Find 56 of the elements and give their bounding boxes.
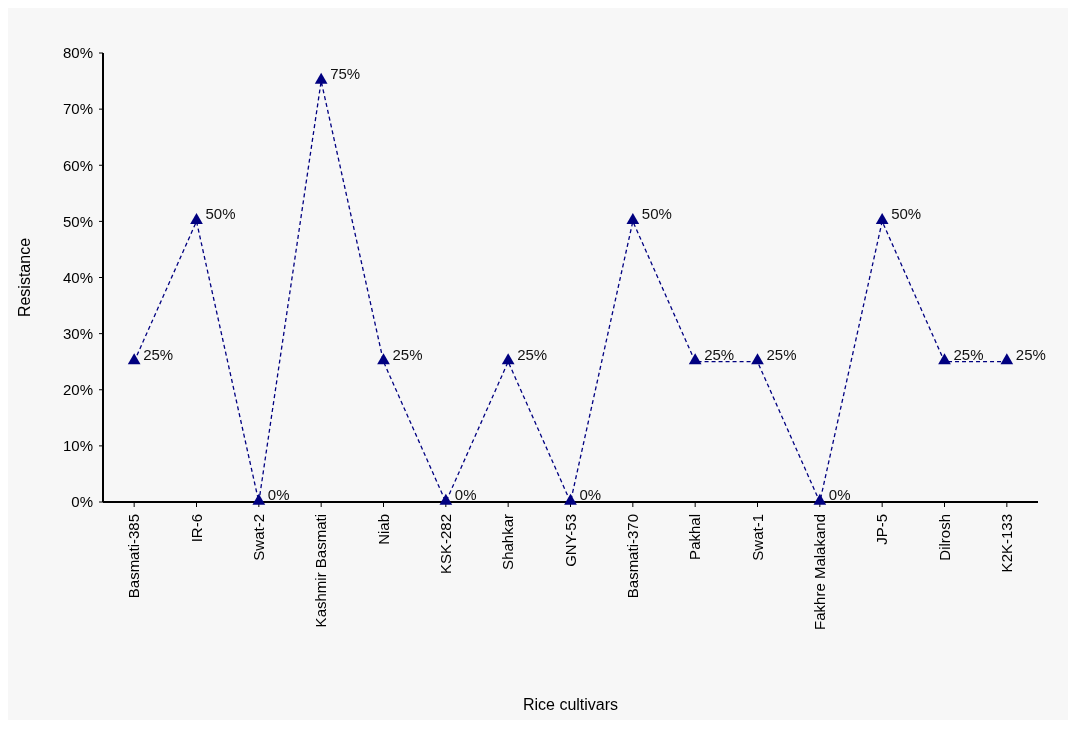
x-tick-label: JP-5: [873, 514, 891, 545]
data-label: 25%: [392, 345, 423, 363]
point: [314, 72, 328, 84]
x-axis-title: Rice cultivars: [522, 696, 619, 713]
point: [252, 493, 266, 505]
x-tick-label: Pakhal: [686, 514, 704, 560]
point: [751, 353, 764, 365]
point: [688, 353, 702, 365]
x-tick-label: Niab: [374, 514, 392, 545]
data-label: 75%: [330, 65, 361, 83]
point: [439, 493, 453, 505]
data-label: 50%: [891, 205, 922, 223]
y-tick-label: 80%: [62, 44, 93, 62]
x-tick-label: Kashmir Basmati: [312, 514, 330, 628]
x-tick-label: GNY-53: [561, 514, 579, 567]
y-tick-label: 50%: [62, 212, 93, 230]
y-tick-label: 70%: [62, 100, 93, 118]
y-axis-title: Resistance: [16, 237, 33, 318]
y-tick-label: 60%: [62, 156, 93, 174]
data-label: 25%: [953, 345, 984, 363]
x-tick-label: IR-6: [187, 514, 205, 543]
x-tick-label: Fakhre Malakand: [811, 514, 829, 630]
point: [564, 493, 577, 505]
point: [377, 353, 390, 365]
point: [127, 353, 141, 365]
x-tick-label: Swat-1: [748, 514, 766, 561]
data-label: 0%: [267, 486, 290, 503]
y-tick-label: 10%: [62, 437, 93, 455]
data-label: 25%: [143, 345, 174, 363]
point: [501, 353, 515, 365]
y-tick-label: 20%: [62, 381, 93, 398]
data-label: 0%: [828, 486, 851, 503]
point: [1000, 353, 1014, 365]
x-tick-label: KSK-282: [437, 514, 455, 575]
y-tick-label: 0%: [71, 493, 93, 511]
data-label: 25%: [704, 345, 735, 363]
x-tick-label: Swat-2: [250, 514, 268, 561]
point: [875, 213, 889, 225]
data-label: 0%: [579, 486, 602, 503]
data-label: 0%: [454, 486, 477, 503]
point: [190, 213, 203, 225]
data-label: 25%: [517, 345, 548, 363]
data-label: 25%: [1015, 345, 1046, 363]
data-label: 50%: [641, 205, 672, 223]
y-tick-label: 30%: [62, 324, 93, 342]
x-tick-label: Basmati-385: [125, 514, 143, 599]
point: [813, 493, 827, 505]
x-tick-label: Basmati-370: [624, 514, 642, 599]
point: [938, 353, 951, 365]
data-label: 50%: [205, 205, 236, 223]
y-tick-label: 40%: [62, 268, 93, 286]
data-label: 25%: [766, 345, 797, 363]
x-tick-label: Dilrosh: [935, 514, 953, 561]
x-tick-label: Shahkar: [499, 514, 517, 570]
x-tick-label: K2K-133: [998, 514, 1016, 573]
point: [626, 213, 640, 225]
